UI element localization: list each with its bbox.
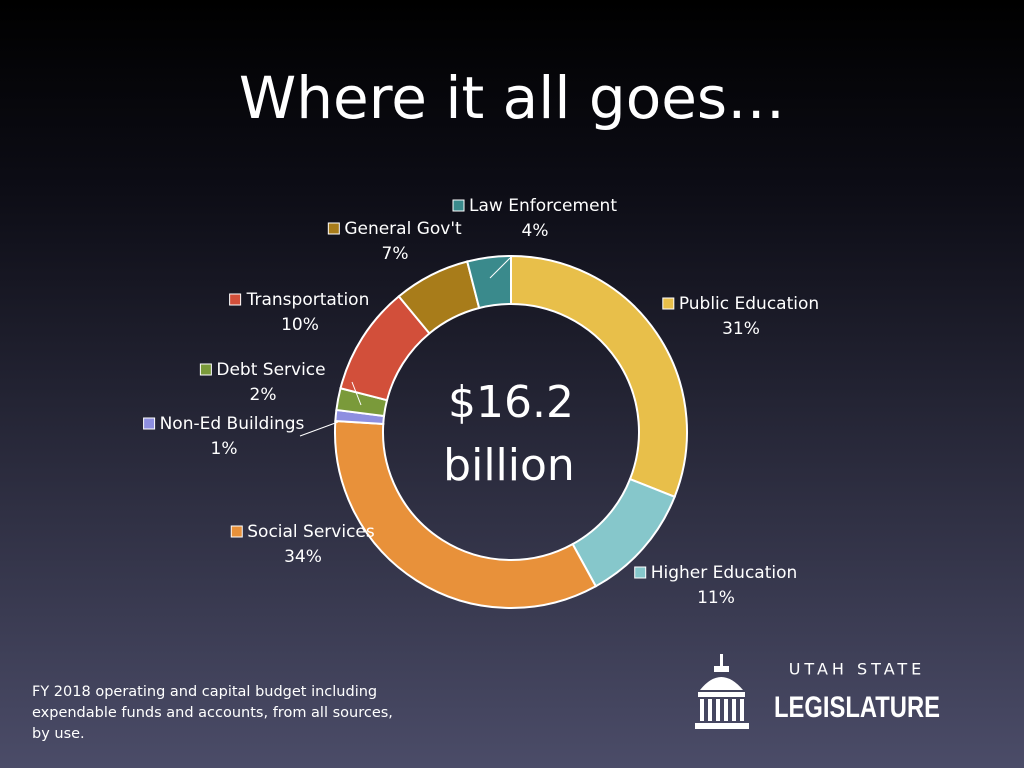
legend-label: Social Services	[247, 522, 375, 542]
value-label: 10%	[281, 315, 319, 335]
legend-label: Law Enforcement	[469, 196, 617, 216]
footnote: FY 2018 operating and capital budget inc…	[32, 684, 393, 742]
legend-marker	[143, 417, 156, 430]
legend-marker	[634, 566, 647, 579]
center-text: billion	[443, 440, 575, 491]
logo-text: LEGISLATURE	[774, 691, 940, 724]
legend-label: Public Education	[679, 294, 819, 314]
value-label: 31%	[722, 319, 760, 339]
legend-label: Debt Service	[216, 360, 325, 380]
legend-marker	[230, 525, 243, 538]
leader-line	[351, 381, 362, 406]
value-label: 11%	[697, 588, 735, 608]
legend-marker	[327, 222, 340, 235]
value-label: 1%	[211, 439, 238, 459]
legend-label: Transportation	[246, 290, 370, 310]
logo-icon	[695, 654, 749, 729]
center-text: $16.2	[448, 377, 574, 428]
legend-marker	[662, 297, 675, 310]
value-label: 2%	[250, 385, 277, 405]
value-label: 34%	[284, 547, 322, 567]
legend-label: Non-Ed Buildings	[160, 414, 305, 434]
donut-slice	[334, 419, 598, 609]
legend-label: Higher Education	[651, 563, 798, 583]
legend-marker	[229, 293, 242, 306]
leader-line	[489, 257, 511, 279]
logo-text: UTAH STATE	[789, 660, 926, 679]
leader-line	[299, 421, 339, 437]
legend-marker	[199, 363, 212, 376]
value-label: 4%	[522, 221, 549, 241]
legend-marker	[452, 199, 465, 212]
value-label: 7%	[382, 244, 409, 264]
donut-slice	[510, 254, 688, 499]
chart-title: Where it all goes…	[239, 64, 785, 132]
legend-label: General Gov't	[344, 219, 462, 239]
donut-slice	[466, 254, 512, 310]
